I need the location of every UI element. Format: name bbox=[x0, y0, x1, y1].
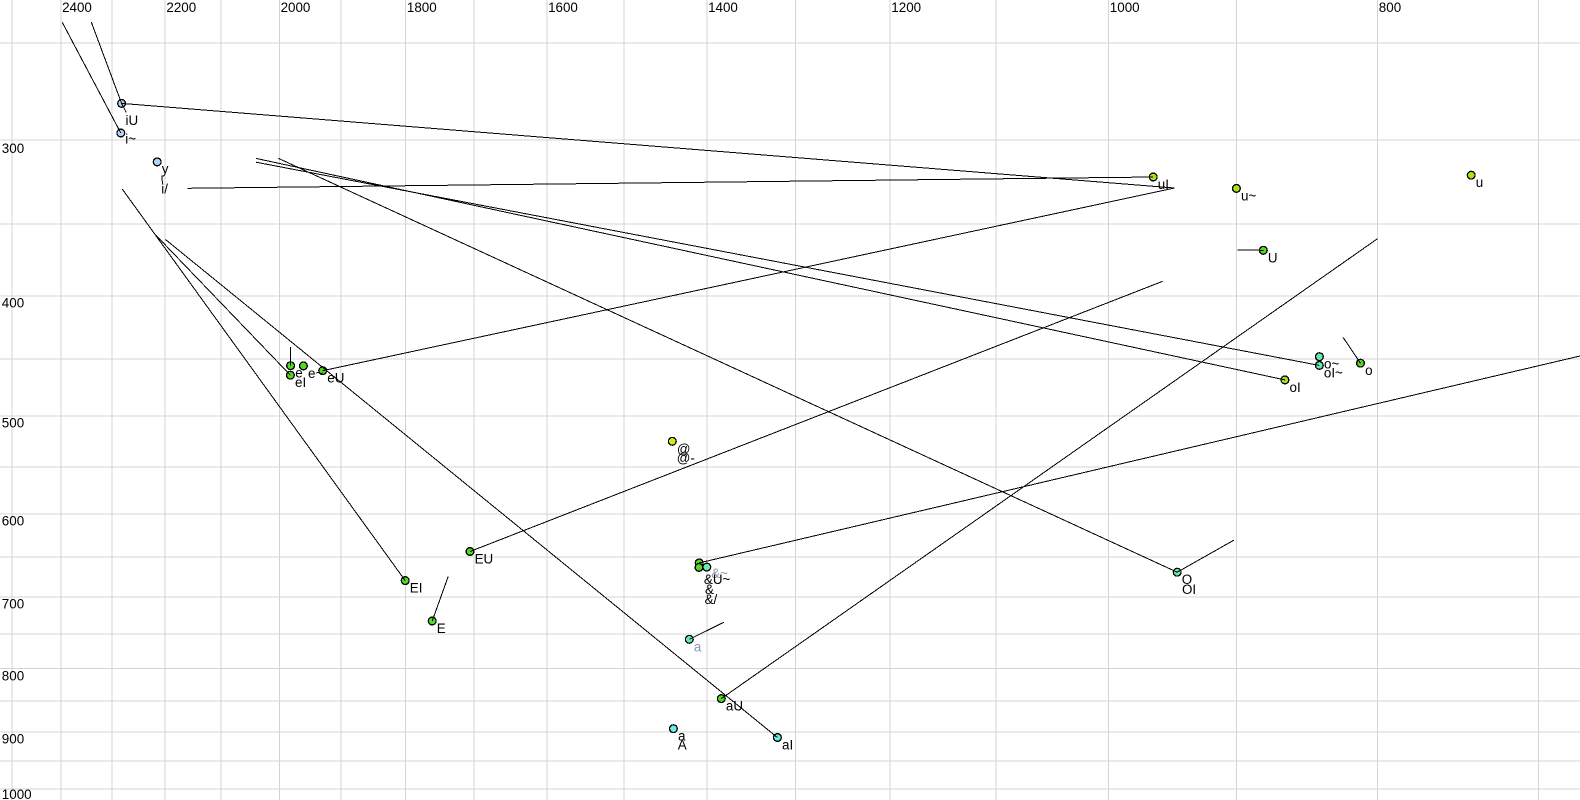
svg-text:O: O bbox=[1182, 572, 1192, 587]
svg-text:a: a bbox=[678, 729, 686, 744]
svg-text:2200: 2200 bbox=[166, 0, 196, 15]
svg-text:oI~: oI~ bbox=[1324, 365, 1343, 380]
svg-text:o~: o~ bbox=[1324, 357, 1339, 372]
svg-text:EI: EI bbox=[410, 581, 423, 596]
svg-text:u: u bbox=[1476, 175, 1483, 190]
svg-text:A: A bbox=[678, 738, 687, 753]
svg-text:eI: eI bbox=[295, 375, 306, 390]
svg-text:e: e bbox=[295, 366, 302, 381]
svg-text:1400: 1400 bbox=[708, 0, 738, 15]
svg-text:aI: aI bbox=[782, 738, 793, 753]
svg-text:&: & bbox=[705, 582, 714, 597]
svg-text:2000: 2000 bbox=[281, 0, 311, 15]
svg-text:E: E bbox=[437, 621, 446, 636]
svg-text:&U~: &U~ bbox=[704, 572, 731, 587]
svg-text:@: @ bbox=[677, 441, 691, 456]
svg-text:o: o bbox=[1365, 363, 1372, 378]
svg-text:&/: &/ bbox=[705, 592, 718, 607]
svg-text:U: U bbox=[1268, 250, 1278, 265]
svg-text:a: a bbox=[694, 639, 702, 654]
svg-text:900: 900 bbox=[2, 732, 24, 747]
svg-text:u~: u~ bbox=[1241, 188, 1256, 203]
svg-text:1000: 1000 bbox=[2, 787, 32, 800]
svg-text:1000: 1000 bbox=[1110, 0, 1140, 15]
svg-text:uI: uI bbox=[1158, 177, 1169, 192]
svg-text:@-: @- bbox=[677, 451, 695, 466]
svg-text:800: 800 bbox=[1379, 0, 1401, 15]
svg-text:EU: EU bbox=[475, 552, 494, 567]
svg-text:700: 700 bbox=[2, 597, 24, 612]
svg-text:y: y bbox=[162, 161, 169, 176]
svg-text:i/: i/ bbox=[161, 182, 168, 197]
svg-text:aU: aU bbox=[726, 699, 743, 714]
svg-text:&~: &~ bbox=[711, 566, 728, 581]
svg-text:400: 400 bbox=[2, 296, 24, 311]
svg-text:800: 800 bbox=[2, 668, 24, 683]
svg-text:300: 300 bbox=[2, 141, 24, 156]
svg-text:i~: i~ bbox=[125, 132, 136, 147]
svg-text:OI: OI bbox=[1182, 582, 1196, 597]
svg-text:1800: 1800 bbox=[407, 0, 437, 15]
svg-text:oI: oI bbox=[1290, 380, 1301, 395]
svg-text:iU: iU bbox=[126, 113, 139, 128]
svg-text:2400: 2400 bbox=[62, 0, 92, 15]
svg-text:600: 600 bbox=[2, 514, 24, 529]
svg-text:1600: 1600 bbox=[548, 0, 578, 15]
svg-text:e~: e~ bbox=[308, 366, 323, 381]
svg-text:500: 500 bbox=[2, 416, 24, 431]
svg-text:1200: 1200 bbox=[891, 0, 921, 15]
svg-text:eU: eU bbox=[327, 371, 344, 386]
